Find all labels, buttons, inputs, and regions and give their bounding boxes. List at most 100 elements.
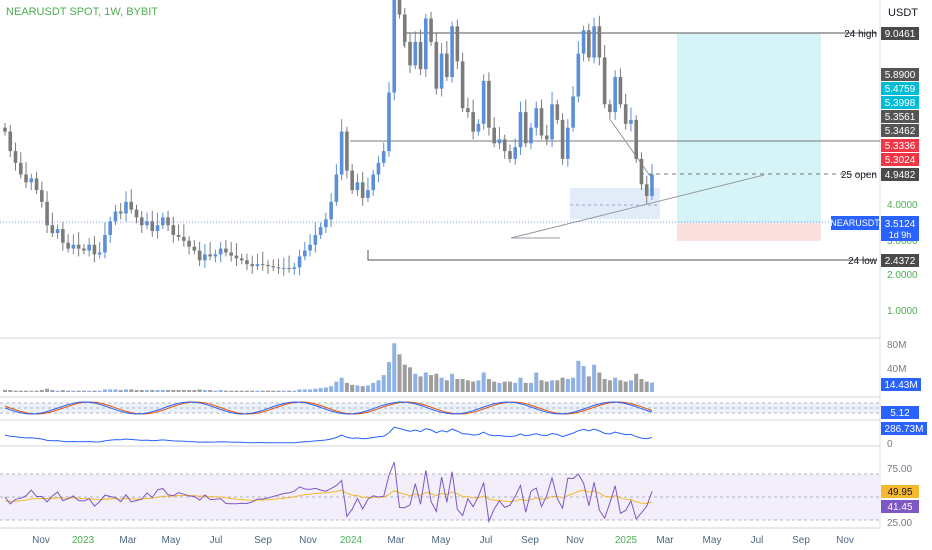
volume-bar — [329, 386, 334, 392]
candle-body — [18, 162, 23, 175]
volume-bar — [434, 373, 439, 392]
volume-bar — [234, 390, 239, 392]
volume-bar — [229, 390, 234, 392]
candle-body — [513, 147, 518, 159]
candle-body — [345, 131, 349, 171]
candle-body — [103, 234, 107, 253]
candle-body — [381, 151, 386, 163]
volume-bar — [423, 372, 428, 392]
month-tick-label: Sep — [521, 535, 539, 546]
candle-body — [571, 96, 575, 128]
candle-body — [250, 264, 255, 267]
price-tag-label: 5.8900 — [885, 70, 916, 81]
candle-body — [460, 61, 465, 109]
volume-bar — [628, 380, 633, 392]
candle-body — [602, 57, 607, 105]
candle-body — [260, 264, 265, 266]
volume-bar — [649, 382, 654, 392]
candle-body — [518, 112, 523, 148]
month-tick-label: Nov — [566, 535, 584, 546]
candle-body — [29, 178, 34, 183]
candle-body — [424, 18, 428, 70]
candle-body — [218, 248, 223, 255]
candle-body — [61, 229, 65, 243]
candle-body — [492, 127, 496, 144]
volume-bar — [297, 389, 302, 392]
month-tick-label: Nov — [836, 535, 854, 546]
volume-bar — [255, 390, 260, 392]
level-value-label: 9.0461 — [885, 29, 916, 40]
volume-bar — [308, 389, 313, 392]
candle-body — [402, 14, 407, 42]
volume-bar — [339, 377, 344, 392]
volume-bar — [176, 390, 181, 392]
volume-bar — [281, 390, 286, 392]
candle-body — [644, 184, 649, 196]
candle-body — [418, 41, 423, 70]
candle-body — [303, 250, 307, 257]
candle-body — [161, 217, 165, 226]
candle-body — [560, 119, 565, 159]
volume-bar — [534, 372, 539, 392]
volume-bar — [502, 381, 507, 392]
year-tick-label: 2023 — [72, 535, 95, 546]
volume-bar — [465, 380, 470, 392]
candle-body — [371, 174, 375, 191]
volume-bar — [355, 385, 360, 392]
price-tag — [881, 110, 919, 123]
candle-body — [613, 77, 617, 113]
candle-body — [8, 131, 13, 152]
volume-bar — [129, 389, 134, 392]
volume-bar — [623, 381, 628, 392]
volume-bar — [55, 390, 60, 392]
candle-body — [523, 112, 528, 144]
year-tick-label: 2024 — [340, 535, 363, 546]
volume-bar — [97, 390, 102, 392]
volume-bar — [565, 379, 570, 392]
rsi-line — [4, 461, 653, 524]
volume-bar — [344, 382, 349, 392]
candle-body — [408, 41, 412, 66]
candle-body — [413, 41, 418, 66]
symbol-title: NEARUSDT SPOT, 1W, BYBIT — [6, 6, 158, 18]
obv-line — [4, 426, 653, 444]
volume-bar — [3, 390, 7, 392]
candle-body — [245, 260, 249, 265]
year-tick-label: 2025 — [615, 535, 638, 546]
price-tick-label: 3.0000 — [887, 236, 918, 247]
candle-body — [502, 139, 507, 152]
volume-bar — [644, 381, 649, 392]
currency-label: USDT — [888, 7, 918, 19]
level-name-label: 25 open — [841, 170, 877, 181]
volume-bar — [392, 343, 397, 392]
symbol-tag — [831, 216, 879, 230]
rsi-ma-label: 49.95 — [887, 487, 912, 498]
volume-bar — [618, 380, 623, 392]
candle-body — [623, 104, 628, 124]
candle-body — [45, 201, 49, 226]
price-tag — [881, 82, 919, 95]
volume-bar — [50, 390, 55, 392]
candle-body — [366, 190, 370, 198]
volume-bar — [365, 385, 370, 392]
volume-bar — [34, 390, 39, 392]
volume-bar — [397, 354, 402, 392]
volume-bar — [81, 390, 86, 392]
volume-bar — [29, 390, 34, 392]
volume-bar — [539, 380, 544, 392]
candle-body — [197, 250, 202, 261]
candle-body — [566, 127, 570, 159]
candle-body — [176, 234, 181, 237]
volume-bar — [66, 390, 71, 392]
rsi-value-label: 41.45 — [887, 502, 912, 513]
volume-bar — [544, 381, 549, 392]
volume-bar — [497, 382, 502, 392]
rsi-ma-line — [4, 489, 653, 505]
volume-bar — [371, 382, 376, 392]
volume-bar — [39, 390, 44, 392]
month-tick-label: Jul — [480, 535, 493, 546]
candle-body — [555, 104, 560, 120]
candle-body — [55, 229, 60, 233]
candle-body — [76, 244, 81, 249]
